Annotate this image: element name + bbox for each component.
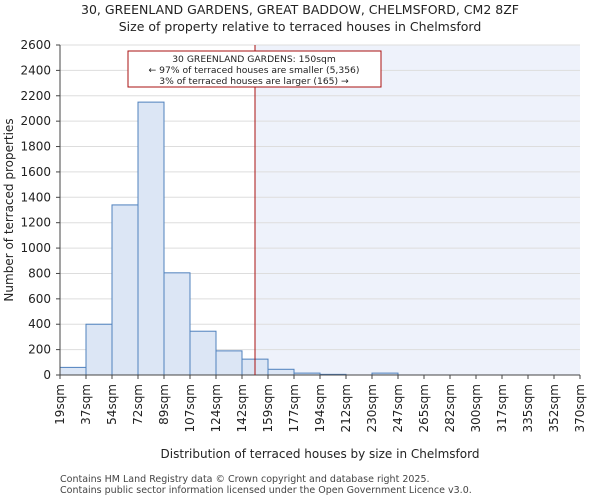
x-tick-label: 265sqm bbox=[417, 384, 431, 432]
x-tick-label: 317sqm bbox=[495, 384, 509, 432]
x-tick-label: 247sqm bbox=[391, 384, 405, 432]
x-tick-label: 300sqm bbox=[469, 384, 483, 432]
y-tick-label: 800 bbox=[28, 266, 51, 280]
highlight-region bbox=[255, 45, 580, 375]
annotation-box bbox=[127, 50, 382, 88]
chart-subtitle: Size of property relative to terraced ho… bbox=[118, 19, 482, 34]
x-tick-label: 282sqm bbox=[443, 384, 457, 432]
y-tick-label: 2400 bbox=[20, 63, 51, 77]
y-tick-label: 2000 bbox=[20, 114, 51, 128]
bar bbox=[189, 330, 217, 376]
x-tick-label: 370sqm bbox=[573, 384, 587, 432]
bar bbox=[267, 368, 295, 376]
y-tick-label: 2600 bbox=[20, 38, 51, 52]
y-tick-label: 600 bbox=[28, 292, 51, 306]
y-tick-label: 400 bbox=[28, 317, 51, 331]
bar bbox=[85, 323, 113, 376]
x-tick-label: 107sqm bbox=[183, 384, 197, 432]
x-tick-label: 54sqm bbox=[105, 384, 119, 425]
y-tick-label: 1400 bbox=[20, 190, 51, 204]
x-tick-label: 212sqm bbox=[339, 384, 353, 432]
footer-licence: Contains public sector information licen… bbox=[60, 485, 472, 496]
annotation-line-2: ← 97% of terraced houses are smaller (5,… bbox=[149, 65, 360, 76]
x-tick-label: 37sqm bbox=[79, 384, 93, 425]
x-tick-label: 194sqm bbox=[313, 384, 327, 432]
footer-copyright: Contains HM Land Registry data © Crown c… bbox=[60, 474, 430, 485]
x-tick-label: 159sqm bbox=[261, 384, 275, 432]
x-tick-label: 19sqm bbox=[53, 384, 67, 425]
y-tick-label: 1600 bbox=[20, 165, 51, 179]
y-tick-label: 1000 bbox=[20, 241, 51, 255]
x-tick-label: 89sqm bbox=[157, 384, 171, 425]
y-tick-label: 1800 bbox=[20, 140, 51, 154]
bar bbox=[215, 350, 243, 376]
x-tick-label: 124sqm bbox=[209, 384, 223, 432]
x-tick-label: 230sqm bbox=[365, 384, 379, 432]
bar bbox=[163, 272, 191, 376]
annotation-line-1: 30 GREENLAND GARDENS: 150sqm bbox=[172, 54, 336, 65]
x-tick-label: 335sqm bbox=[521, 384, 535, 432]
chart-title: 30, GREENLAND GARDENS, GREAT BADDOW, CHE… bbox=[81, 2, 519, 17]
bar bbox=[137, 101, 165, 376]
y-tick-label: 200 bbox=[28, 343, 51, 357]
annotation-line-3: 3% of terraced houses are larger (165) → bbox=[159, 76, 349, 87]
bar bbox=[59, 366, 87, 376]
x-tick-label: 72sqm bbox=[131, 384, 145, 425]
y-tick-label: 1200 bbox=[20, 216, 51, 230]
x-axis-title: Distribution of terraced houses by size … bbox=[161, 447, 480, 461]
x-tick-label: 142sqm bbox=[235, 384, 249, 432]
bar bbox=[111, 204, 139, 376]
y-axis-title: Number of terraced properties bbox=[2, 118, 16, 301]
y-tick-label: 0 bbox=[43, 368, 51, 382]
x-tick-label: 177sqm bbox=[287, 384, 301, 432]
y-tick-label: 2200 bbox=[20, 89, 51, 103]
x-tick-label: 352sqm bbox=[547, 384, 561, 432]
